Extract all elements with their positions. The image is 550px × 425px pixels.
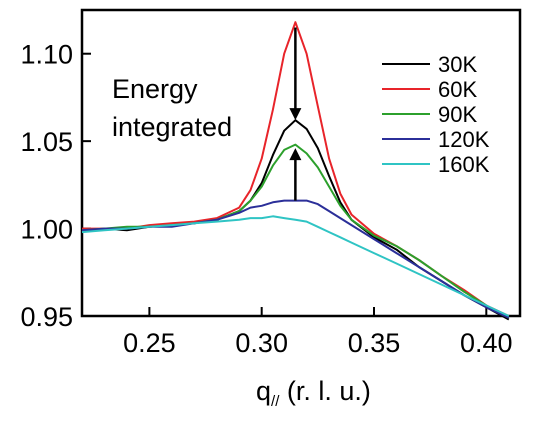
arrow-head-2 bbox=[289, 148, 302, 161]
legend-label-60k: 60K bbox=[438, 77, 477, 102]
x-tick-label: 0.35 bbox=[348, 328, 401, 358]
legend-label-90k: 90K bbox=[438, 102, 477, 127]
axis-ticks: 0.25 0.30 0.35 0.40 0.95 1.00 1.05 1.10 bbox=[20, 40, 512, 358]
y-tick-label: 1.05 bbox=[20, 127, 73, 157]
x-axis-label-sub: // bbox=[271, 393, 280, 410]
x-axis-label-rest: (r. l. u.) bbox=[279, 376, 371, 406]
annotation-line-1: Energy bbox=[112, 74, 198, 104]
y-tick-label: 1.10 bbox=[20, 40, 73, 70]
series-line-120k bbox=[81, 199, 510, 319]
plot-area bbox=[80, 8, 522, 318]
x-tick-label: 0.40 bbox=[460, 328, 513, 358]
peak-arrows bbox=[289, 27, 302, 201]
legend-label-120k: 120K bbox=[438, 127, 490, 152]
x-axis-label: q// (r. l. u.) bbox=[256, 376, 371, 410]
annotation-line-2: integrated bbox=[112, 112, 232, 142]
y-tick-label: 1.00 bbox=[20, 215, 73, 245]
x-tick-label: 0.25 bbox=[123, 328, 176, 358]
series-line-160k bbox=[81, 215, 510, 317]
arrow-head-1 bbox=[289, 108, 302, 121]
x-tick-label: 0.30 bbox=[235, 328, 288, 358]
y-tick-label: 0.95 bbox=[20, 302, 73, 332]
legend-label-30k: 30K bbox=[438, 52, 477, 77]
series-lines bbox=[81, 21, 510, 321]
legend-label-160k: 160K bbox=[438, 152, 490, 177]
x-axis-label-main: q bbox=[256, 376, 271, 406]
annotation: Energy integrated bbox=[112, 74, 232, 142]
plot-frame bbox=[80, 8, 522, 318]
